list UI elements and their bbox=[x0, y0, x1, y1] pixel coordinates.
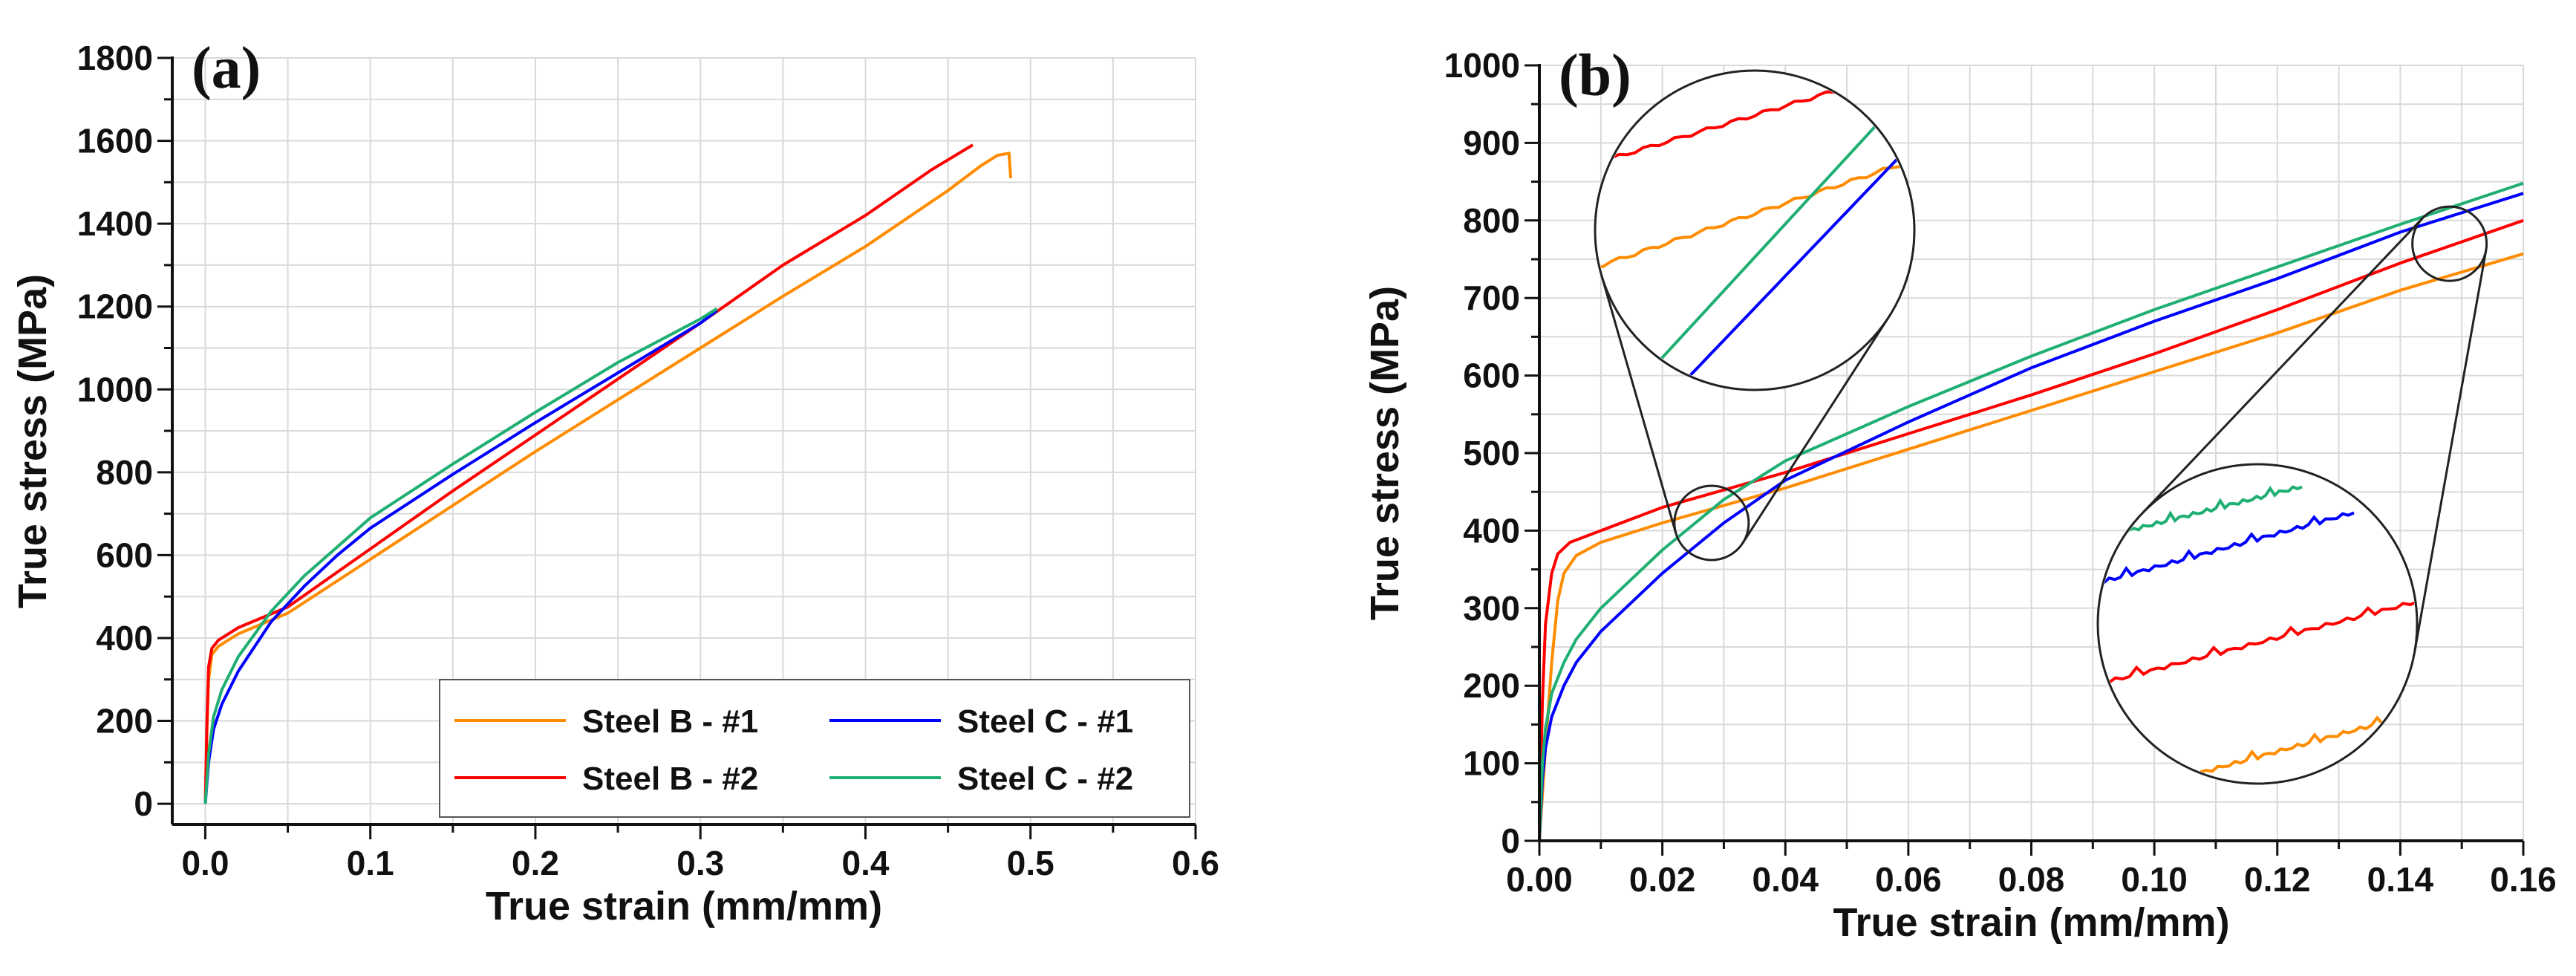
x-axis-label-b: True strain (mm/mm) bbox=[1833, 900, 2229, 945]
panel-label-a: (a) bbox=[192, 36, 261, 101]
y-tick-label: 200 bbox=[1463, 666, 1520, 705]
x-tick-label: 0.2 bbox=[512, 844, 559, 882]
y-tick-label: 1400 bbox=[77, 204, 153, 243]
series-b bbox=[1538, 181, 2524, 842]
y-tick-label: 1600 bbox=[77, 122, 153, 160]
y-tick-label: 100 bbox=[1463, 744, 1520, 783]
ticks-b: 0.00 0.02 0.04 0.06 0.08 0.10 0.12 0.14 0.16 0 100… bbox=[1444, 46, 2557, 899]
legend-label-steel-b-1: Steel B - #1 bbox=[582, 703, 758, 740]
legend-a: Steel B - #1 Steel B - #2 Steel C - #1 S… bbox=[439, 679, 1190, 818]
x-tick-label: 0.3 bbox=[676, 844, 724, 882]
x-tick-label: 0.5 bbox=[1007, 844, 1054, 882]
legend-label-steel-c-2: Steel C - #2 bbox=[957, 761, 1133, 797]
chart-panel-b: 0.00 0.02 0.04 0.06 0.08 0.10 0.12 0.14 0.16 0 100… bbox=[1363, 43, 2557, 945]
zoom-line bbox=[2160, 712, 2416, 782]
zoom-line bbox=[1597, 156, 1913, 269]
zoom-inset-circle bbox=[1594, 69, 1916, 391]
y-tick-label: 1200 bbox=[77, 287, 153, 326]
y-axis-label-b: True stress (MPa) bbox=[1363, 286, 1407, 620]
zoom-connector-line bbox=[1600, 274, 1677, 534]
chart-panel-a: 0.0 0.1 0.2 0.3 0.4 0.5 0.6 0 200 400 600 800 1000 12… bbox=[10, 36, 1219, 928]
y-tick-label: 700 bbox=[1463, 279, 1520, 317]
zoom-line bbox=[2101, 600, 2416, 685]
panel-label-b: (b) bbox=[1559, 43, 1631, 108]
x-tick-label: 0.02 bbox=[1629, 860, 1696, 899]
legend-label-steel-b-2: Steel B - #2 bbox=[582, 761, 758, 797]
legend-box bbox=[439, 679, 1190, 818]
zoom-line bbox=[1664, 140, 1913, 388]
zoom-insets-b bbox=[1594, 69, 2488, 785]
zoom-connector-line bbox=[2141, 217, 2424, 515]
x-tick-label: 0.08 bbox=[1998, 860, 2065, 899]
series-line-steel-b-1 bbox=[1538, 252, 2524, 842]
x-tick-label: 0.4 bbox=[842, 844, 890, 882]
series-line-steel-c-1 bbox=[203, 309, 718, 804]
zoom-line bbox=[2099, 511, 2355, 585]
x-tick-label: 0.10 bbox=[2121, 860, 2188, 899]
x-tick-label: 0.16 bbox=[2490, 860, 2557, 899]
series-line-steel-c-2 bbox=[1538, 181, 2524, 842]
y-tick-label: 400 bbox=[96, 619, 153, 657]
x-tick-label: 0.14 bbox=[2367, 860, 2434, 899]
zoom-inset-circle bbox=[2096, 463, 2419, 785]
y-tick-label: 0 bbox=[1501, 822, 1520, 860]
zoom-line bbox=[1634, 103, 1897, 388]
x-tick-label: 0.6 bbox=[1172, 844, 1219, 882]
y-tick-label: 600 bbox=[96, 536, 153, 574]
y-tick-label: 300 bbox=[1463, 589, 1520, 628]
y-tick-label: 1800 bbox=[77, 39, 153, 77]
y-tick-label: 600 bbox=[1463, 357, 1520, 395]
zoom-region-circle bbox=[1673, 484, 1750, 562]
zoom-connector-line bbox=[1741, 316, 1890, 544]
axes-a bbox=[171, 56, 1196, 826]
y-tick-label: 1000 bbox=[77, 370, 153, 409]
ticks-a: 0.0 0.1 0.2 0.3 0.4 0.5 0.6 0 200 400 600 800 1000 12… bbox=[77, 39, 1219, 882]
y-tick-label: 200 bbox=[96, 702, 153, 741]
y-tick-label: 0 bbox=[134, 784, 153, 823]
x-tick-label: 0.06 bbox=[1875, 860, 1942, 899]
series-a bbox=[203, 143, 1013, 804]
y-tick-label: 400 bbox=[1463, 511, 1520, 550]
y-tick-label: 800 bbox=[96, 453, 153, 492]
y-tick-label: 500 bbox=[1463, 434, 1520, 472]
series-line-steel-b-2 bbox=[1538, 218, 2524, 842]
series-line-steel-b-2 bbox=[203, 143, 974, 804]
y-tick-label: 900 bbox=[1463, 123, 1520, 162]
zoom-connector-line bbox=[2413, 250, 2488, 652]
legend-label-steel-c-1: Steel C - #1 bbox=[957, 703, 1133, 740]
x-tick-label: 0.0 bbox=[181, 844, 229, 882]
zoom-region-circle bbox=[2411, 205, 2488, 282]
y-axis-label-a: True stress (MPa) bbox=[10, 274, 55, 608]
zoom-line bbox=[2099, 485, 2303, 541]
x-tick-label: 0.00 bbox=[1506, 860, 1573, 899]
zoom-inset-lines-2 bbox=[2099, 485, 2416, 782]
y-tick-label: 800 bbox=[1463, 201, 1520, 240]
x-tick-label: 0.04 bbox=[1752, 860, 1819, 899]
series-line-steel-c-2 bbox=[203, 307, 718, 804]
x-tick-label: 0.12 bbox=[2244, 860, 2311, 899]
x-axis-label-a: True strain (mm/mm) bbox=[486, 884, 882, 928]
x-tick-label: 0.1 bbox=[347, 844, 394, 882]
series-line-steel-c-1 bbox=[1538, 192, 2524, 842]
y-tick-label: 1000 bbox=[1444, 46, 1520, 85]
